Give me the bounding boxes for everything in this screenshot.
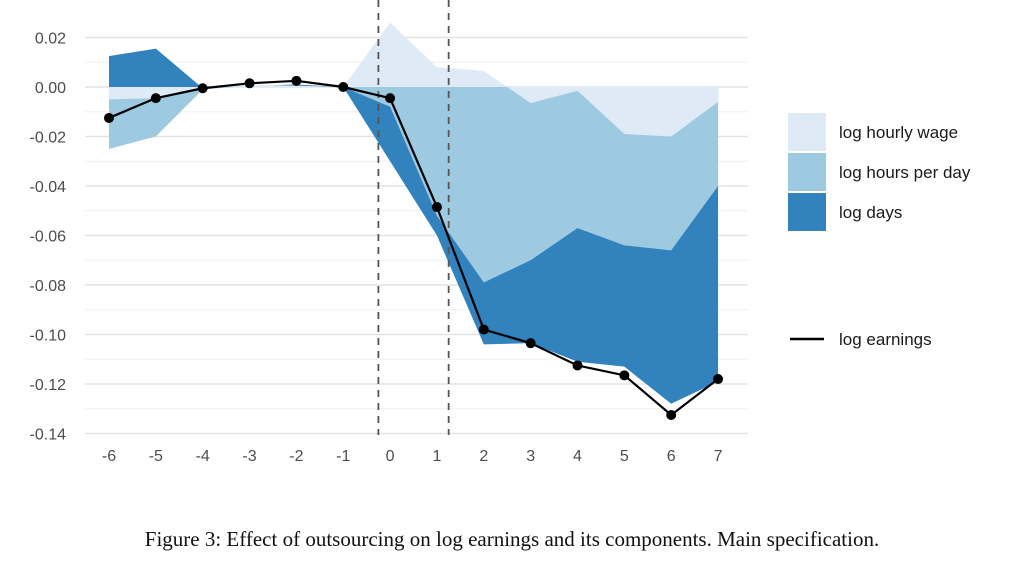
y-tick-label: -0.04 [30, 179, 67, 196]
y-tick-label: -0.02 [30, 130, 67, 147]
earnings-point [385, 93, 396, 104]
area-log-hours-per-day [109, 85, 719, 283]
earnings-point [244, 78, 255, 89]
x-tick-label: 1 [432, 448, 441, 465]
area-layers [109, 22, 719, 404]
earnings-point [104, 112, 114, 123]
x-tick-label: -4 [196, 448, 210, 465]
legend-swatch [788, 113, 826, 151]
x-tick-label: 6 [667, 448, 676, 465]
x-tick-label: 7 [714, 448, 723, 465]
x-axis-ticks: -6 -5 -4 -3 -2 -1 0 1 2 3 4 5 6 7 [102, 448, 723, 465]
x-tick-label: -3 [242, 448, 256, 465]
x-tick-label: -2 [289, 448, 303, 465]
y-tick-label: -0.12 [30, 377, 67, 394]
y-tick-label: -0.06 [30, 229, 67, 246]
area-log-hourly-wage [109, 22, 719, 137]
earnings-point [713, 374, 724, 385]
legend-label: log hourly wage [839, 123, 958, 142]
earnings-point [525, 338, 536, 349]
x-tick-label: -1 [336, 448, 350, 465]
chart: 0.02 0.00 -0.02 -0.04 -0.06 -0.08 -0.10 -0.12 -0… [30, 0, 971, 465]
figure-caption: Figure 3: Effect of outsourcing on log e… [144, 527, 880, 551]
x-tick-label: 2 [479, 448, 488, 465]
earnings-point [478, 324, 489, 335]
x-tick-label: 4 [573, 448, 582, 465]
x-tick-label: 3 [526, 448, 535, 465]
x-tick-label: -5 [149, 448, 163, 465]
y-tick-label: 0.00 [35, 80, 66, 97]
x-tick-label: 0 [386, 448, 395, 465]
earnings-point [572, 360, 583, 371]
earnings-point [666, 409, 677, 420]
earnings-point [338, 82, 349, 92]
x-tick-label: 5 [620, 448, 629, 465]
legend-label: log hours per day [839, 163, 971, 182]
legend: log hourly wage log hours per day log days… [788, 113, 971, 349]
earnings-point [150, 93, 161, 104]
legend-swatch [788, 153, 826, 191]
y-tick-label: -0.10 [30, 328, 67, 345]
y-tick-label: 0.02 [35, 31, 66, 48]
x-tick-label: -6 [102, 448, 116, 465]
y-tick-label: -0.08 [30, 278, 67, 295]
earnings-line [108, 79, 719, 417]
earnings-point [619, 370, 630, 381]
legend-label: log days [839, 203, 902, 222]
y-tick-label: -0.14 [30, 427, 67, 444]
earnings-point [431, 202, 442, 213]
y-axis-ticks: 0.02 0.00 -0.02 -0.04 -0.06 -0.08 -0.10 -0.12 -0… [30, 31, 67, 444]
earnings-point [291, 75, 302, 86]
legend-label: log earnings [839, 330, 932, 349]
legend-swatch [788, 193, 826, 231]
earnings-line-group [104, 75, 724, 420]
earnings-point [197, 83, 208, 94]
